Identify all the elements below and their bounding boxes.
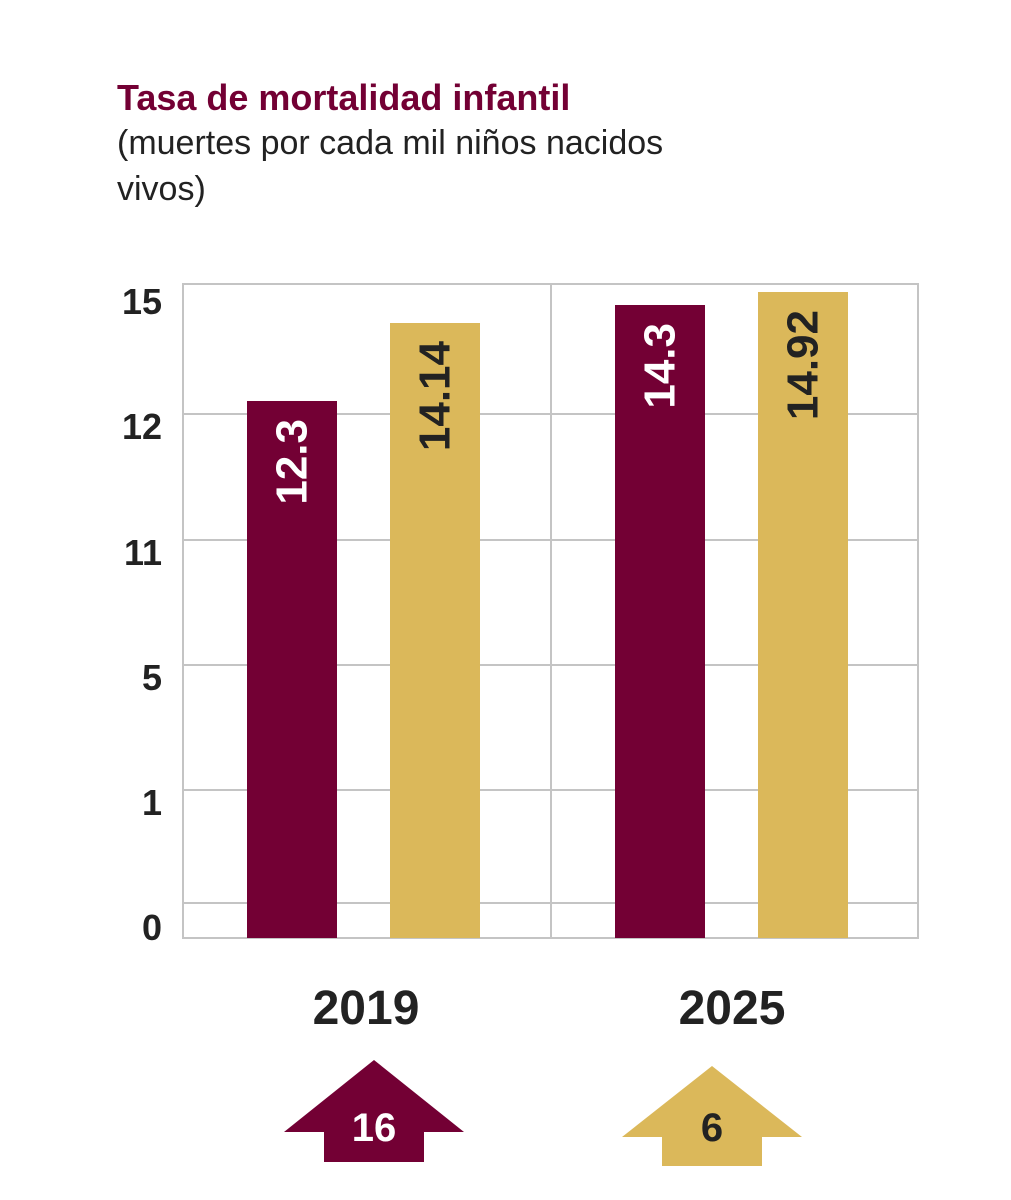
bar-value-label: 14.14 (411, 340, 460, 451)
badge-label: 6 (701, 1106, 723, 1150)
bar-2025-1 (615, 305, 705, 938)
up-arrow-badge-2 (622, 1066, 802, 1166)
y-tick-label: 11 (124, 532, 162, 573)
chart-subtitle: (muertes por cada mil niños nacidos vivo… (117, 124, 664, 208)
bar-2019-2 (390, 323, 480, 938)
up-arrow-badge-1 (284, 1060, 464, 1162)
x-category-label: 2025 (679, 982, 786, 1035)
chart-title: Tasa de mortalidad infantil (117, 77, 571, 118)
bar-2025-2 (758, 292, 848, 938)
y-tick-label: 15 (122, 281, 162, 322)
bar-value-label: 12.3 (268, 419, 317, 505)
y-tick-label: 1 (142, 782, 162, 823)
y-tick-label: 0 (142, 907, 162, 948)
badge-label: 16 (352, 1106, 397, 1150)
title-block: Tasa de mortalidad infantil (muertes por… (117, 76, 817, 212)
x-category-label: 2019 (313, 982, 420, 1035)
bar-2019-1 (247, 401, 337, 938)
y-tick-label: 12 (122, 406, 162, 447)
bar-value-label: 14.92 (779, 310, 828, 420)
bar-value-label: 14.3 (636, 323, 685, 409)
y-tick-label: 5 (142, 657, 162, 698)
